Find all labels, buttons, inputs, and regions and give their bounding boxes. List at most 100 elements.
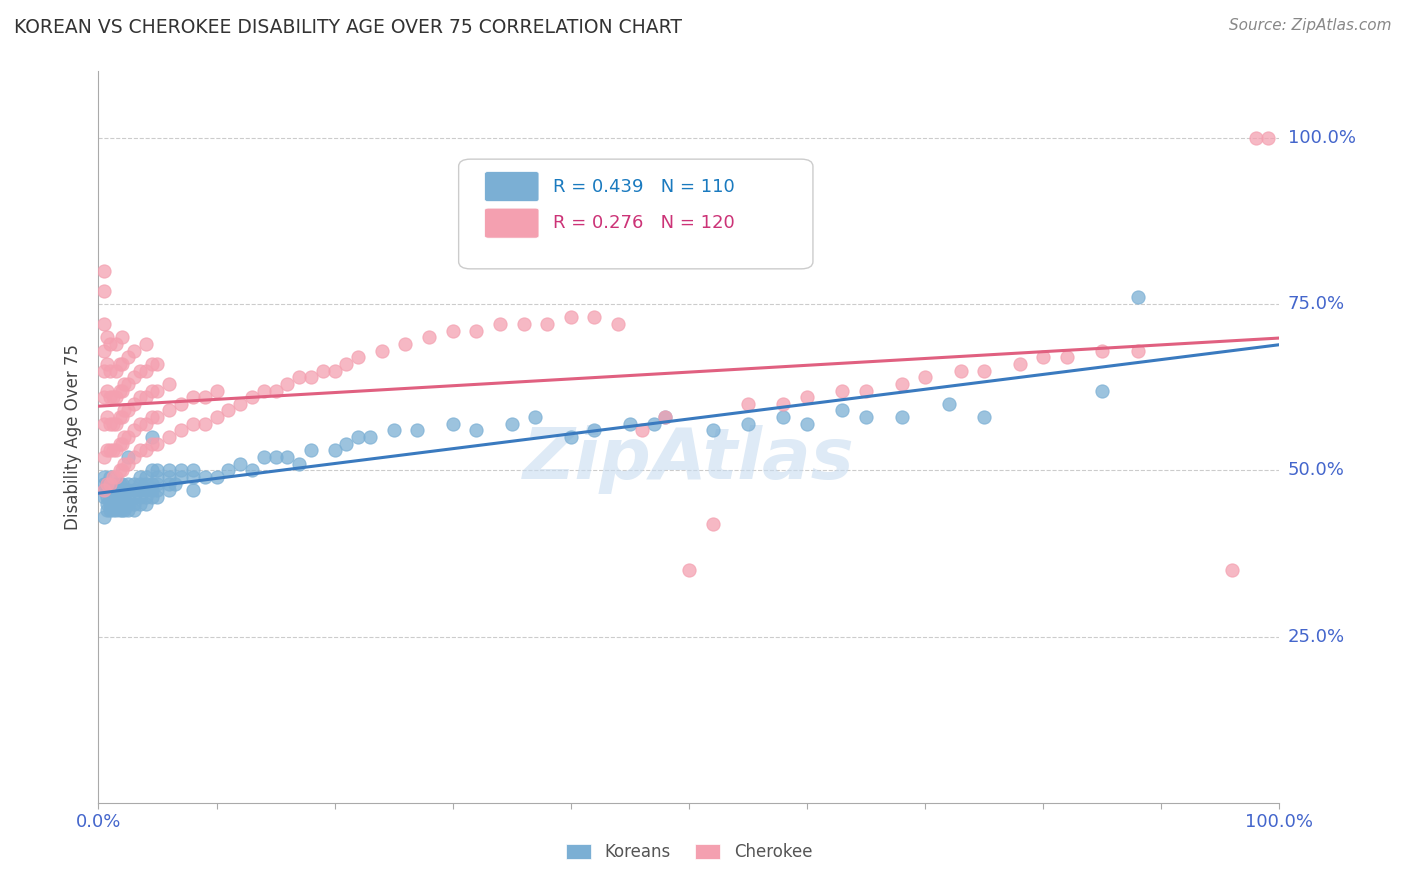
Point bbox=[560, 310, 582, 325]
Point bbox=[112, 403, 135, 417]
Point bbox=[111, 503, 134, 517]
Point bbox=[98, 470, 121, 484]
Y-axis label: Disability Age Over 75: Disability Age Over 75 bbox=[65, 344, 83, 530]
Point bbox=[105, 337, 128, 351]
Point bbox=[96, 503, 118, 517]
Point bbox=[1008, 357, 1031, 371]
Point bbox=[583, 424, 606, 438]
Point bbox=[772, 410, 794, 425]
Point bbox=[288, 457, 311, 471]
Point bbox=[122, 343, 145, 358]
Point bbox=[938, 397, 960, 411]
Point bbox=[128, 476, 150, 491]
Point bbox=[702, 516, 724, 531]
Point bbox=[194, 470, 217, 484]
Point bbox=[117, 497, 139, 511]
Point bbox=[98, 443, 121, 458]
Point bbox=[93, 390, 115, 404]
Text: R = 0.439   N = 110: R = 0.439 N = 110 bbox=[553, 178, 735, 196]
Point bbox=[205, 384, 228, 398]
Point bbox=[141, 410, 163, 425]
Point bbox=[111, 463, 134, 477]
Point bbox=[98, 476, 121, 491]
Point bbox=[141, 483, 163, 498]
Point bbox=[96, 476, 118, 491]
Point bbox=[157, 476, 180, 491]
Point bbox=[217, 403, 239, 417]
Point bbox=[101, 503, 124, 517]
Point bbox=[157, 483, 180, 498]
Point bbox=[146, 436, 169, 450]
Point bbox=[229, 457, 252, 471]
Point bbox=[465, 424, 488, 438]
Point bbox=[108, 384, 131, 398]
Point bbox=[194, 390, 217, 404]
Point bbox=[949, 363, 972, 377]
Point bbox=[105, 497, 128, 511]
Point bbox=[101, 443, 124, 458]
Point bbox=[111, 497, 134, 511]
Point bbox=[111, 490, 134, 504]
Point bbox=[117, 376, 139, 391]
Point bbox=[135, 490, 157, 504]
Point bbox=[93, 490, 115, 504]
Point bbox=[536, 317, 558, 331]
Point bbox=[105, 443, 128, 458]
Point bbox=[93, 509, 115, 524]
Point bbox=[264, 384, 287, 398]
Point bbox=[141, 357, 163, 371]
Point bbox=[96, 476, 118, 491]
Point bbox=[105, 417, 128, 431]
Point bbox=[323, 363, 346, 377]
Point bbox=[359, 430, 381, 444]
Point bbox=[101, 390, 124, 404]
Point bbox=[157, 470, 180, 484]
Text: Source: ZipAtlas.com: Source: ZipAtlas.com bbox=[1229, 18, 1392, 33]
Point bbox=[93, 284, 115, 298]
Point bbox=[973, 363, 995, 377]
Point bbox=[135, 337, 157, 351]
Point bbox=[796, 390, 818, 404]
Point bbox=[654, 410, 676, 425]
Point bbox=[135, 390, 157, 404]
Point bbox=[96, 330, 118, 344]
Point bbox=[105, 470, 128, 484]
Point bbox=[105, 490, 128, 504]
Point bbox=[98, 483, 121, 498]
Point bbox=[101, 417, 124, 431]
Point bbox=[560, 430, 582, 444]
Point bbox=[141, 384, 163, 398]
Point bbox=[831, 384, 853, 398]
Point bbox=[122, 370, 145, 384]
Legend: Koreans, Cherokee: Koreans, Cherokee bbox=[560, 837, 818, 868]
Point bbox=[170, 424, 193, 438]
Point bbox=[105, 363, 128, 377]
Point bbox=[406, 424, 429, 438]
Point bbox=[772, 397, 794, 411]
Point bbox=[1257, 131, 1279, 145]
Point bbox=[98, 476, 121, 491]
Point bbox=[489, 317, 512, 331]
Point bbox=[128, 483, 150, 498]
Point bbox=[347, 351, 370, 365]
Point bbox=[371, 343, 394, 358]
Point bbox=[890, 376, 912, 391]
Point bbox=[1244, 131, 1267, 145]
Point bbox=[112, 457, 135, 471]
Point bbox=[831, 403, 853, 417]
FancyBboxPatch shape bbox=[485, 171, 538, 202]
Point bbox=[335, 436, 357, 450]
Point bbox=[93, 483, 115, 498]
Point bbox=[93, 264, 115, 278]
Point bbox=[112, 483, 135, 498]
Point bbox=[93, 476, 115, 491]
Point bbox=[101, 497, 124, 511]
Point bbox=[157, 376, 180, 391]
Point bbox=[122, 490, 145, 504]
Point bbox=[146, 490, 169, 504]
Point bbox=[98, 497, 121, 511]
Point bbox=[1220, 563, 1243, 577]
Point bbox=[93, 343, 115, 358]
Text: 25.0%: 25.0% bbox=[1288, 628, 1346, 646]
Point bbox=[93, 470, 115, 484]
